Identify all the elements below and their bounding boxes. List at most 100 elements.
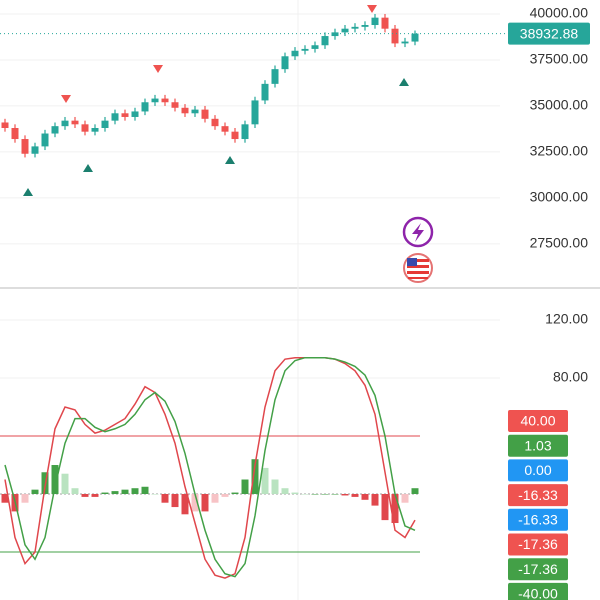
candle-body <box>121 113 129 117</box>
candle-body <box>221 126 229 132</box>
candle-body <box>391 28 399 44</box>
value-badge-label: -16.33 <box>518 512 558 528</box>
candle-body <box>81 124 89 132</box>
candle-body <box>11 128 19 140</box>
candle-body <box>151 98 159 103</box>
lightning-icon[interactable] <box>402 216 434 248</box>
candle-body <box>181 107 189 114</box>
candle-body <box>261 83 269 101</box>
candle-body <box>231 131 239 140</box>
value-badge <box>508 508 568 531</box>
value-badge-label: 1.03 <box>524 437 551 453</box>
histogram-bar <box>191 494 199 512</box>
candle-body <box>251 100 259 125</box>
histogram-bar <box>71 488 79 495</box>
candle-body <box>241 124 249 140</box>
histogram-bar <box>101 492 109 495</box>
candle-body <box>91 128 99 132</box>
candle-body <box>1 122 9 128</box>
histogram-bar <box>171 494 179 508</box>
y-tick-label: 37500.00 <box>530 51 589 67</box>
candle-body <box>161 98 169 103</box>
sell-marker <box>61 95 71 103</box>
candle-body <box>111 113 119 121</box>
y-tick-label: 35000.00 <box>530 97 589 113</box>
candle-body <box>51 126 59 134</box>
value-badge-label: -17.36 <box>518 561 558 577</box>
oscillator-line <box>4 356 416 578</box>
flag-icon[interactable] <box>403 253 433 283</box>
candle-body <box>21 139 29 154</box>
histogram-bar <box>61 473 69 495</box>
buy-marker <box>83 164 93 172</box>
histogram-bar <box>301 494 309 495</box>
y-tick-label: 32500.00 <box>530 143 589 159</box>
value-badge <box>508 410 568 432</box>
histogram-bar <box>361 494 369 500</box>
buy-marker <box>399 78 409 86</box>
candle-body <box>291 50 299 57</box>
histogram-bar <box>31 489 39 495</box>
y-tick-label: 40000.00 <box>530 5 589 21</box>
value-badge <box>508 459 568 482</box>
histogram-bar <box>311 494 319 495</box>
candle-body <box>361 25 369 27</box>
value-badge <box>508 582 568 600</box>
histogram-bar <box>411 488 419 495</box>
histogram-bar <box>81 494 89 497</box>
candle-body <box>331 32 339 37</box>
last-price-badge <box>508 22 590 45</box>
value-badge-label: -16.33 <box>518 487 558 503</box>
histogram-bar <box>91 494 99 497</box>
candle-body <box>201 109 209 119</box>
histogram-bar <box>241 479 249 495</box>
signal-markers <box>23 5 409 196</box>
histogram-bar <box>281 488 289 495</box>
histogram-bar <box>181 494 189 515</box>
candle-body <box>341 28 349 33</box>
sell-marker <box>367 5 377 13</box>
candle-body <box>61 120 69 127</box>
histogram-bar <box>401 494 409 503</box>
candle-body <box>141 102 149 112</box>
candle-body <box>311 45 319 49</box>
histogram-bar <box>371 494 379 506</box>
candle-body <box>31 146 39 154</box>
histogram-bar <box>151 494 159 495</box>
candle-body <box>351 26 359 29</box>
candle-body <box>301 48 309 51</box>
candle-body <box>191 109 199 114</box>
value-badge <box>508 558 568 581</box>
histogram-bar <box>221 494 229 497</box>
candle-body <box>381 17 389 29</box>
histogram-bar <box>261 467 269 495</box>
value-badge-label: -17.36 <box>518 536 558 552</box>
candle-body <box>171 102 179 108</box>
histogram-bar <box>21 494 29 503</box>
candle-body <box>101 120 109 128</box>
histogram-bar <box>341 494 349 496</box>
value-badge <box>508 434 568 457</box>
candle-body <box>131 111 139 117</box>
value-badge-label: 0.00 <box>524 462 551 478</box>
oscillator-line <box>4 356 416 579</box>
y-tick-label: 120.00 <box>545 311 588 327</box>
candle-body <box>411 33 419 42</box>
y-tick-label: 80.00 <box>553 369 588 385</box>
candle-body <box>71 120 79 125</box>
histogram-bar <box>251 459 259 495</box>
buy-marker <box>23 188 33 196</box>
histogram-bar <box>111 491 119 495</box>
candle-body <box>371 17 379 26</box>
candle-body <box>401 41 409 44</box>
histogram-bar <box>231 492 239 495</box>
candle-body <box>41 133 49 147</box>
candle-body <box>271 69 279 84</box>
candle-body <box>211 118 219 127</box>
histogram-bar <box>131 488 139 495</box>
candle-body <box>321 36 329 46</box>
histogram-bar <box>331 494 339 495</box>
value-badge <box>508 484 568 507</box>
